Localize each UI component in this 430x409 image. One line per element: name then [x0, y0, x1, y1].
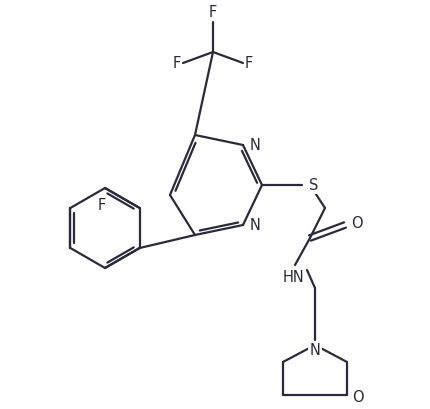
- Text: N: N: [250, 137, 261, 153]
- Text: O: O: [352, 389, 364, 405]
- Text: O: O: [351, 216, 362, 231]
- Text: F: F: [209, 5, 217, 20]
- Text: F: F: [245, 56, 253, 70]
- Text: F: F: [98, 198, 106, 213]
- Text: F: F: [173, 56, 181, 70]
- Text: S: S: [309, 178, 318, 193]
- Text: N: N: [310, 343, 320, 358]
- Text: HN: HN: [282, 270, 304, 285]
- Text: N: N: [250, 218, 261, 232]
